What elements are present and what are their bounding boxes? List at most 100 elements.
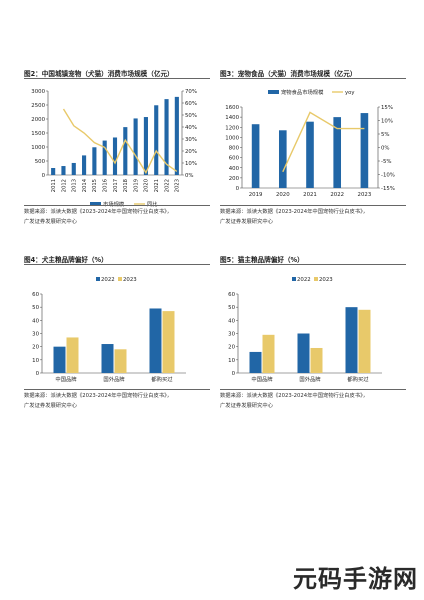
x-tick-label: 2019 [249,192,263,198]
y2-tick-label: 5% [381,132,390,138]
y2-tick-label: 0% [185,173,194,179]
y-tick-label: 600 [229,156,240,162]
x-tick-label: 中国品牌 [55,375,77,383]
bar [297,333,310,373]
y2-tick-label: 60% [185,101,197,107]
y-tick-label: 400 [229,166,240,172]
bottom-rule [24,389,210,390]
legend-label: 2023 [319,277,333,283]
y-tick-label: 60 [228,292,235,298]
bar [164,99,169,175]
legend-swatch [292,277,296,281]
y-tick-label: 20 [32,345,39,351]
bar [278,130,287,188]
bar [333,117,342,188]
x-tick-label: 2016 [102,179,108,192]
bar [174,96,179,175]
x-tick-label: 2011 [51,179,57,192]
series-line [282,111,365,173]
y-tick-label: 1400 [225,115,239,121]
y-tick-label: 3000 [31,89,45,95]
legend-label: 2022 [101,277,115,283]
x-tick-label: 2017 [113,179,119,192]
bar [262,334,275,373]
bar [53,346,66,373]
x-tick-label: 都购买过 [151,375,173,383]
y2-tick-label: -5% [381,159,392,165]
legend-label: 同比 [147,200,158,208]
y-tick-label: 40 [228,318,235,324]
x-tick-label: 中国品牌 [251,375,273,383]
bar [358,309,371,373]
y2-tick-label: 10% [185,161,197,167]
x-tick-label: 2020 [276,192,290,198]
y-tick-label: 10 [228,358,235,364]
chart-title: 图2：中国城镇宠物（犬猫）消费市场规模（亿元） [24,70,174,78]
y-tick-label: 0 [36,371,40,377]
source-line-2: 广发证券发展研究中心 [24,219,77,225]
y2-tick-label: -15% [381,186,395,192]
y-tick-label: 10 [32,358,39,364]
bar [66,337,79,373]
x-tick-label: 2015 [92,179,98,192]
chart-svg: 0 200 400 600 800 1000 1200 1400 1600 -15% -10% -5%… [225,88,395,198]
chart-title: 图5：猫主粮品牌偏好（%） [220,256,304,264]
y2-tick-label: 20% [185,149,197,155]
legend-label: 宠物食品市场规模 [281,88,324,96]
chart-svg: 0 10 20 30 40 50 60 中国品牌 国外品牌 都购买过 2022 2023 [32,277,186,383]
y-tick-label: 2500 [31,103,45,109]
x-tick-label: 2023 [358,192,372,198]
legend-swatch-bar [90,202,101,206]
series-line [62,108,178,175]
y-tick-label: 0 [232,371,236,377]
bar [102,140,107,175]
source-line-1: 数据来源：派读大数据《2023-2024年中国宠物行业白皮书》， [24,209,173,215]
y-tick-label: 1600 [225,105,239,111]
source-line-2: 广发证券发展研究中心 [220,219,273,225]
bar [306,121,314,188]
bar [251,124,260,188]
bar [82,155,87,175]
x-tick-label: 国外品牌 [299,375,321,383]
bar [123,127,128,175]
y-tick-label: 1000 [225,135,239,141]
bar [162,311,175,373]
bar [101,344,114,373]
y-tick-label: 20 [228,345,235,351]
bottom-rule [24,205,210,206]
bar [112,137,118,175]
legend-label: 2022 [297,277,311,283]
source-line-1: 数据来源：派读大数据《2023-2024年中国宠物行业白皮书》， [220,393,369,399]
y-tick-label: 60 [32,292,39,298]
y2-tick-label: 15% [381,105,393,111]
legend-label: 2023 [123,277,137,283]
watermark: 元码手游网 [293,565,418,593]
y-tick-label: 1000 [31,145,45,151]
bar [154,105,159,175]
x-tick-label: 都购买过 [347,375,369,383]
bottom-rule [220,205,406,206]
chart-panel-3: 图4：犬主粮品牌偏好（%） 0 10 20 30 40 50 60 中国品牌 国外品牌 都购买过 2… [24,254,210,424]
y2-tick-label: 70% [185,89,197,95]
bar [149,308,162,373]
y-tick-label: 40 [32,318,39,324]
bottom-rule [220,389,406,390]
y2-tick-label: 30% [185,137,197,143]
source-line-2: 广发证券发展研究中心 [220,403,273,409]
y-tick-label: 0 [236,186,240,192]
legend-label: 市场规模 [103,200,125,208]
source-line-2: 广发证券发展研究中心 [24,403,77,409]
bar [71,162,76,175]
x-tick-label: 2012 [61,179,67,192]
title-rule [24,78,210,79]
y-tick-label: 800 [229,146,240,152]
y2-tick-label: 50% [185,113,197,119]
y-tick-label: 30 [228,332,235,338]
x-tick-label: 2022 [164,179,170,192]
x-tick-label: 2021 [303,192,317,198]
x-tick-label: 2023 [175,179,181,192]
source-line-1: 数据来源：派读大数据《2023-2024年中国宠物行业白皮书》， [220,209,369,215]
bar [345,307,358,373]
chart-title: 图4：犬主粮品牌偏好（%） [24,256,108,264]
title-rule [220,78,406,79]
